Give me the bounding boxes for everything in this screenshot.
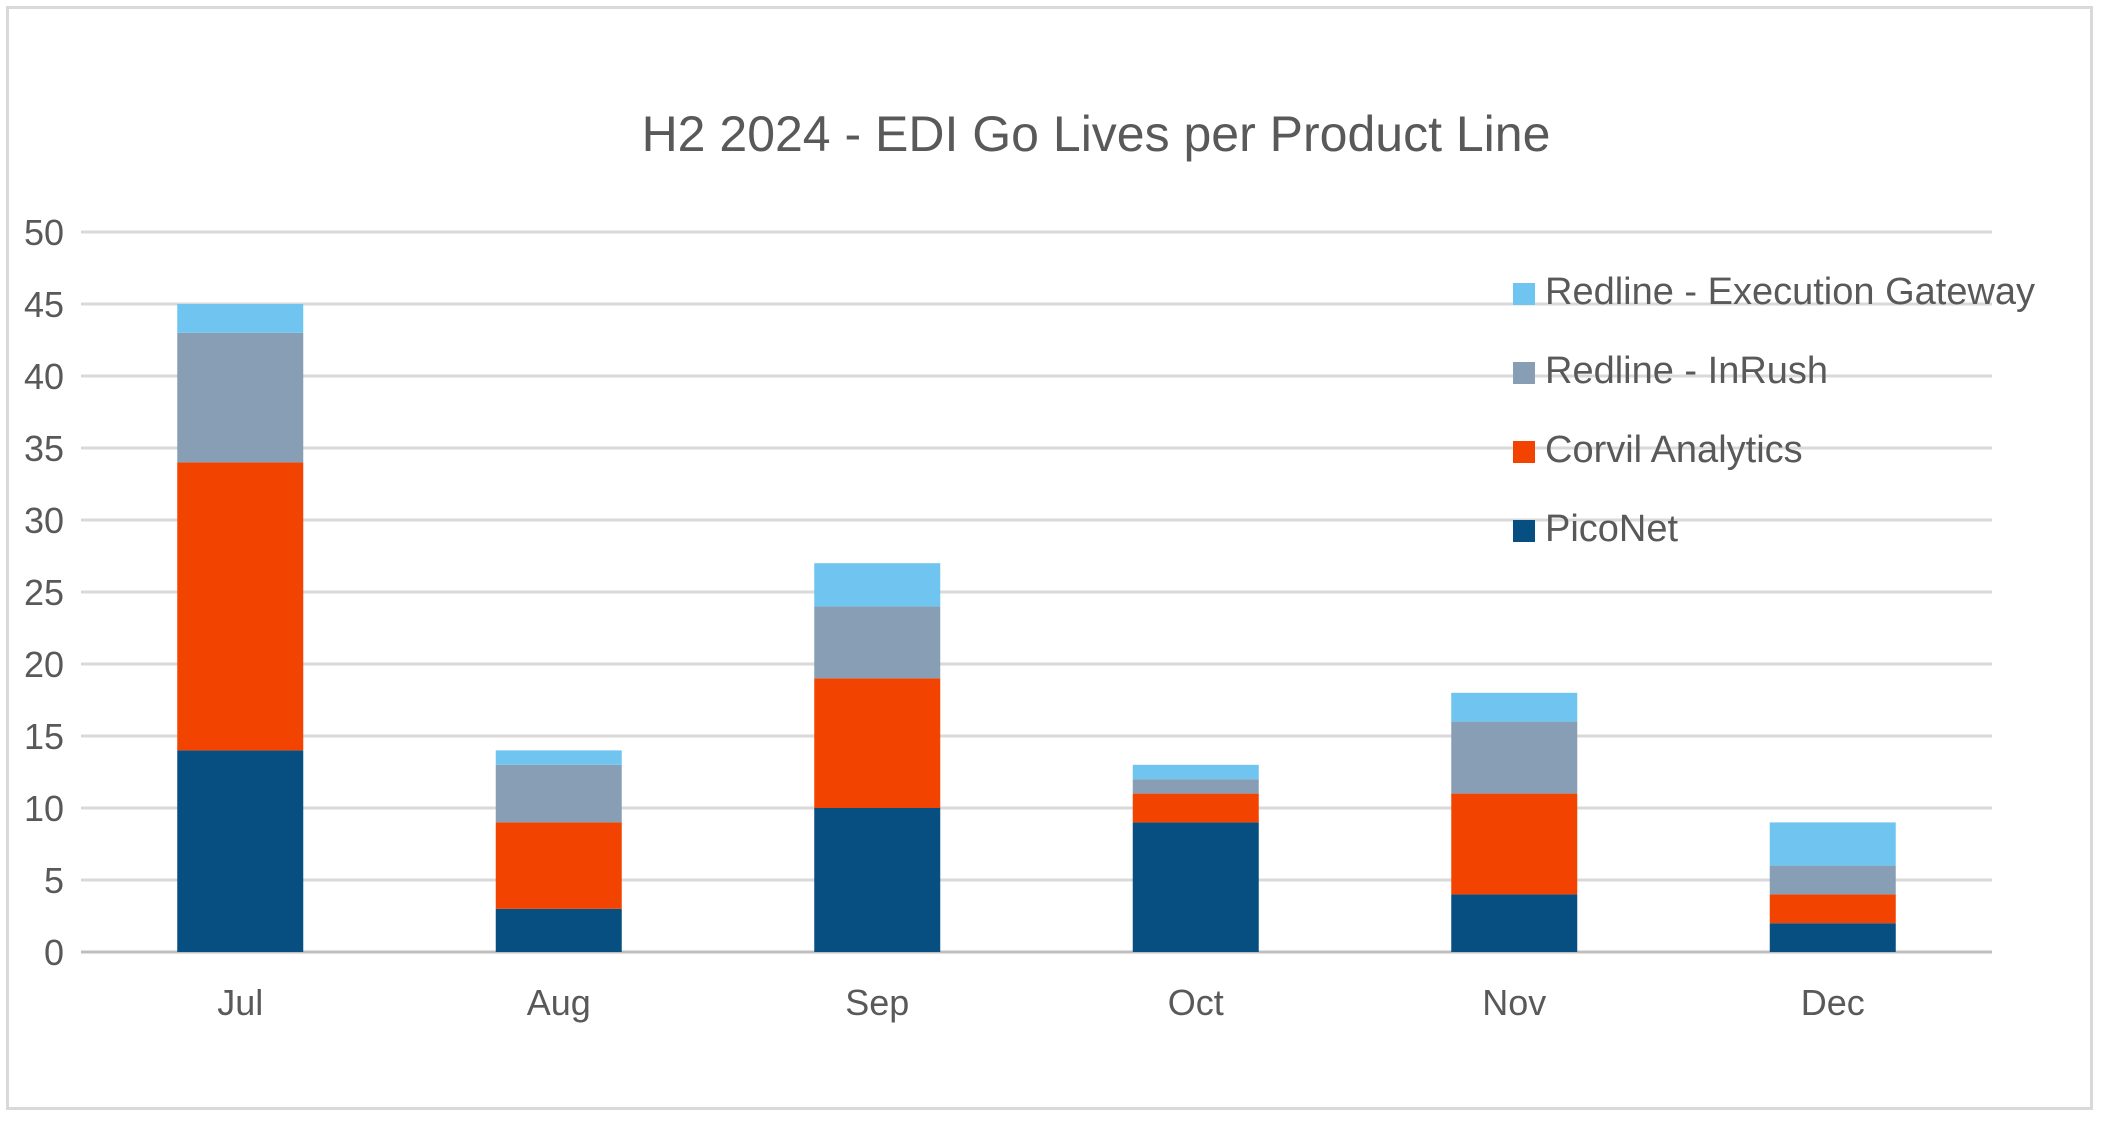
bar-segment-redline-execution-gateway-aug [495, 750, 622, 765]
y-tick-label: 25 [24, 572, 64, 613]
bar-segment-redline-inrush-dec [1769, 865, 1896, 895]
x-tick-label: Jul [217, 982, 263, 1023]
gridlines [81, 230, 1992, 954]
legend: Redline - Execution Gateway Redline - InR… [1513, 271, 2035, 550]
bar-segment-piconet-dec [1769, 923, 1896, 952]
bar-segment-redline-execution-gateway-oct [1132, 764, 1259, 780]
y-tick-label: 50 [24, 212, 64, 253]
bar-segment-corvil-analytics-dec [1769, 894, 1896, 924]
bar-segment-redline-execution-gateway-sep [814, 563, 941, 607]
legend-swatch [1513, 283, 1535, 305]
bar-segment-redline-inrush-aug [495, 764, 622, 823]
y-tick-label: 0 [44, 932, 64, 973]
bar-segment-redline-inrush-jul [177, 332, 304, 463]
y-tick-label: 30 [24, 500, 64, 541]
bar-segment-redline-execution-gateway-dec [1769, 822, 1896, 866]
bars [177, 304, 1896, 952]
x-axis-ticks: Jul Aug Sep Oct Nov Dec [217, 982, 1865, 1023]
bar-segment-redline-inrush-nov [1451, 721, 1578, 794]
bar-segment-piconet-oct [1132, 822, 1259, 952]
bar-segment-corvil-analytics-sep [814, 678, 941, 808]
y-tick-label: 45 [24, 284, 64, 325]
x-tick-label: Oct [1168, 982, 1224, 1023]
y-tick-label: 40 [24, 356, 64, 397]
legend-label: Corvil Analytics [1545, 429, 1803, 471]
y-tick-label: 15 [24, 716, 64, 757]
x-tick-label: Dec [1801, 982, 1865, 1023]
x-tick-label: Sep [845, 982, 909, 1023]
bar-segment-corvil-analytics-jul [177, 462, 304, 751]
bar-segment-redline-inrush-oct [1132, 779, 1259, 794]
bar-segment-corvil-analytics-nov [1451, 793, 1578, 895]
bar-segment-piconet-aug [495, 908, 622, 952]
y-axis-ticks: 0 5 10 15 20 25 30 35 40 45 50 [24, 212, 64, 973]
y-tick-label: 35 [24, 428, 64, 469]
y-tick-label: 20 [24, 644, 64, 685]
legend-swatch [1513, 441, 1535, 463]
bar-segment-corvil-analytics-aug [495, 822, 622, 909]
y-tick-label: 5 [44, 860, 64, 901]
stacked-bar-chart: H2 2024 - EDI Go Lives per Product Line … [24, 106, 2035, 1023]
legend-label: PicoNet [1545, 508, 1678, 550]
bar-segment-redline-execution-gateway-nov [1451, 692, 1578, 722]
bar-segment-redline-inrush-sep [814, 606, 941, 679]
x-tick-label: Nov [1482, 982, 1546, 1023]
legend-swatch [1513, 520, 1535, 542]
bar-segment-piconet-nov [1451, 894, 1578, 952]
bar-segment-redline-execution-gateway-jul [177, 304, 304, 333]
legend-label: Redline - Execution Gateway [1545, 271, 2035, 313]
legend-swatch [1513, 362, 1535, 384]
chart-title: H2 2024 - EDI Go Lives per Product Line [642, 106, 1551, 162]
bar-segment-piconet-jul [177, 750, 304, 952]
x-tick-label: Aug [527, 982, 591, 1023]
bar-segment-corvil-analytics-oct [1132, 793, 1259, 823]
chart-frame: H2 2024 - EDI Go Lives per Product Line … [6, 6, 2093, 1110]
y-tick-label: 10 [24, 788, 64, 829]
bar-segment-piconet-sep [814, 808, 941, 952]
legend-label: Redline - InRush [1545, 350, 1828, 392]
